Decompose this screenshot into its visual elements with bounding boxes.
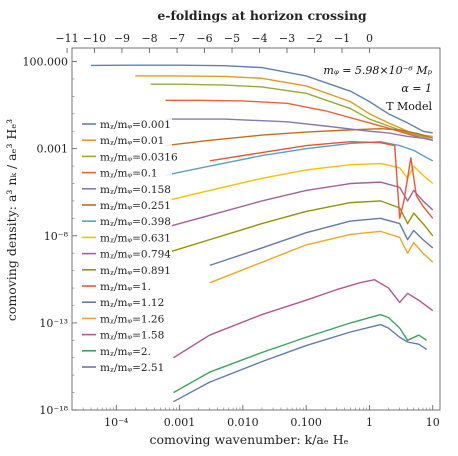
x-tick-label: 0.010 xyxy=(227,416,259,429)
top-tick-label: −6 xyxy=(196,32,212,45)
series-line-13 xyxy=(173,279,434,359)
legend-bg xyxy=(80,182,172,197)
y-tick-label: 10⁻¹⁸ xyxy=(39,404,68,417)
legend-label: mᵪ/mᵩ=0.251 xyxy=(100,200,171,212)
series-line-10 xyxy=(209,141,434,220)
y-tick-label: 0.001 xyxy=(37,143,69,156)
series-line-0 xyxy=(91,64,433,134)
series-line-11 xyxy=(209,217,434,267)
annotation-inflaton-mass: mᵩ = 5.98×10⁻⁶ Mₚ xyxy=(323,64,432,77)
legend-label: mᵪ/mᵩ=0.1 xyxy=(100,168,158,180)
top-tick-label: −8 xyxy=(141,32,157,45)
series-line-4 xyxy=(165,118,433,142)
top-tick-label: −11 xyxy=(55,32,78,45)
legend-label: mᵪ/mᵩ=0.891 xyxy=(100,265,171,277)
series-line-14 xyxy=(173,313,428,394)
legend-bg xyxy=(80,361,172,375)
series-line-5 xyxy=(165,127,433,147)
legend-bg xyxy=(80,231,172,246)
y-tick-label: 10⁻⁸ xyxy=(44,230,69,243)
legend-bg xyxy=(80,118,172,132)
series-line-9 xyxy=(165,200,434,254)
top-tick-label: −1 xyxy=(334,32,350,45)
y-axis: 100.000 0.001 10⁻⁸ 10⁻¹³ 10⁻¹⁸ xyxy=(23,56,77,417)
legend-label: mᵪ/mᵩ=0.001 xyxy=(100,119,171,131)
legend-label: mᵪ/mᵩ=0.631 xyxy=(100,232,171,244)
top-tick-label: −9 xyxy=(114,32,130,45)
legend-label: mᵪ/mᵩ=0.158 xyxy=(100,184,171,196)
legend-label: mᵪ/mᵩ=2.51 xyxy=(100,362,164,374)
annotations: mᵩ = 5.98×10⁻⁶ Mₚ α = 1 T Model xyxy=(323,64,432,113)
x-tick-label: 0.001 xyxy=(164,416,196,429)
legend-bg xyxy=(80,134,172,149)
legend-label: mᵪ/mᵩ=1.58 xyxy=(100,330,164,342)
top-tick-label: −4 xyxy=(251,32,267,45)
top-axis: −11 −10 −9 −8 −7 −6 −5 −4 −3 −2 −1 0 xyxy=(55,32,373,53)
series-line-2 xyxy=(150,83,434,142)
y-tick-label: 10⁻¹³ xyxy=(39,317,68,330)
legend-label: mᵪ/mᵩ=0.398 xyxy=(100,216,171,228)
legend-label: mᵪ/mᵩ=1.26 xyxy=(100,313,165,325)
x-tick-label: 1 xyxy=(366,416,373,429)
x-tick-label: 10⁻⁴ xyxy=(104,416,129,429)
legend-bg xyxy=(80,328,172,343)
legend-bg xyxy=(80,199,172,213)
annotation-model: T Model xyxy=(386,100,432,113)
legend-bg xyxy=(80,215,172,230)
legend-bg xyxy=(80,312,172,327)
legend-bg xyxy=(80,166,172,181)
x-tick-label: 0.100 xyxy=(290,416,322,429)
legend-label: mᵪ/mᵩ=0.794 xyxy=(100,249,171,261)
x-tick-label: 10 xyxy=(426,416,440,429)
legend-label: mᵪ/mᵩ=2. xyxy=(100,346,151,358)
top-tick-label: 0 xyxy=(366,32,373,45)
legend: mᵪ/mᵩ=0.001 mᵪ/mᵩ=0.01 mᵪ/mᵩ=0.0316 mᵪ/mᵩ=0… xyxy=(80,118,178,375)
legend-label: mᵪ/mᵩ=0.0316 xyxy=(100,151,178,163)
series-line-3 xyxy=(165,99,433,142)
legend-bg xyxy=(80,296,172,311)
top-tick-label: −10 xyxy=(83,32,106,45)
series-lines xyxy=(91,64,434,403)
top-tick-label: −5 xyxy=(224,32,240,45)
series-line-12 xyxy=(209,230,434,284)
series-line-7 xyxy=(165,162,434,202)
plot-frame xyxy=(71,47,441,411)
x-axis-title: comoving wavenumber: k/aₑ Hₑ xyxy=(150,432,349,447)
plot-border xyxy=(71,47,441,411)
series-line-8 xyxy=(165,181,434,229)
top-tick-label: −7 xyxy=(169,32,185,45)
top-tick-label: −3 xyxy=(279,32,295,45)
legend-bg xyxy=(80,280,172,294)
top-tick-label: −2 xyxy=(306,32,322,45)
y-axis-title: comoving density: a³ nₖ / aₑ³ Hₑ³ xyxy=(4,119,19,321)
legend-bg xyxy=(80,247,172,262)
legend-bg xyxy=(80,150,172,165)
y-tick-label: 100.000 xyxy=(23,56,69,69)
x-axis: 10⁻⁴ 0.001 0.010 0.100 1 10 xyxy=(71,405,440,429)
legend-label: mᵪ/mᵩ=1.12 xyxy=(100,297,164,309)
legend-label: mᵪ/mᵩ=1. xyxy=(100,281,151,293)
legend-label: mᵪ/mᵩ=0.01 xyxy=(100,135,164,147)
legend-bg xyxy=(80,344,172,359)
legend-bg xyxy=(80,263,172,278)
series-line-15 xyxy=(173,323,428,403)
top-axis-title: e-foldings at horizon crossing xyxy=(157,8,367,23)
annotation-alpha: α = 1 xyxy=(401,82,432,95)
